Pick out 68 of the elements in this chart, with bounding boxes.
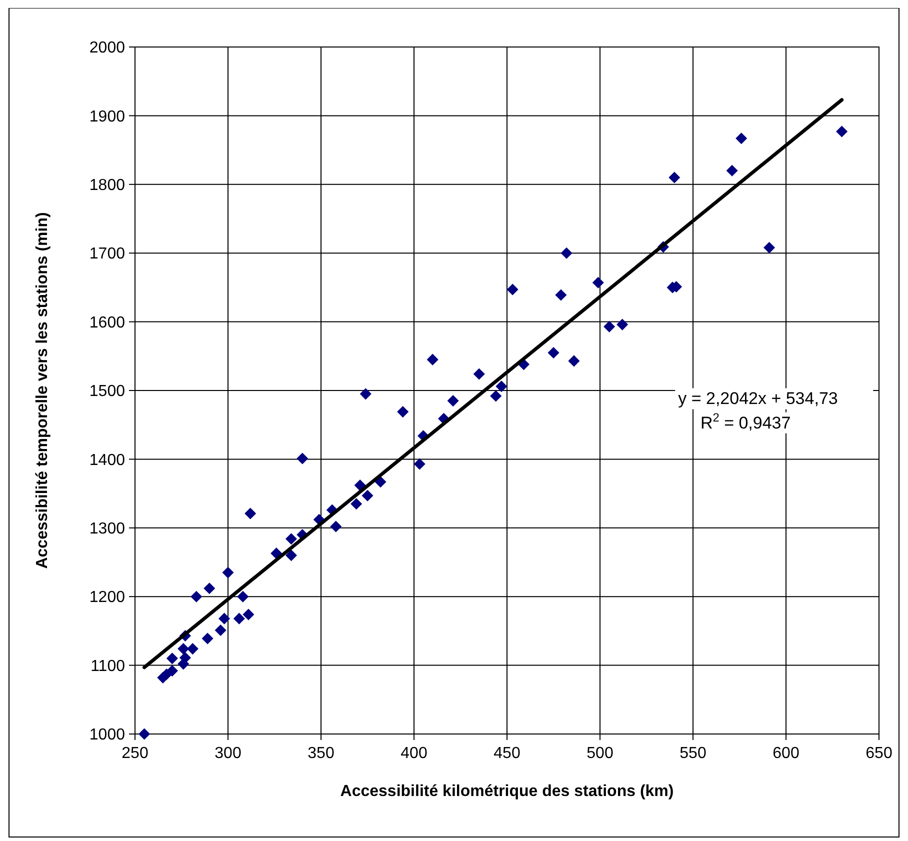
point: [244, 508, 256, 520]
y-tick-label: 1200: [89, 589, 126, 606]
y-tick-label: 1800: [89, 177, 126, 194]
point: [350, 498, 362, 510]
point: [186, 643, 198, 655]
point: [166, 665, 178, 677]
y-tick-label: 1700: [89, 246, 126, 263]
x-tick-label: 600: [772, 745, 800, 762]
y-tick-label: 1100: [90, 658, 126, 675]
y-tick-label: 1900: [89, 108, 126, 126]
point: [296, 452, 308, 464]
x-tick-label: 550: [680, 745, 706, 762]
point: [490, 390, 502, 402]
point: [496, 380, 508, 392]
point: [616, 318, 628, 330]
x-tick-label: 250: [122, 745, 148, 762]
y-tick-label: 1400: [89, 452, 126, 469]
point: [354, 480, 366, 492]
x-tick-label: 350: [308, 745, 334, 762]
y-tick-label: 1000: [89, 726, 126, 744]
point: [204, 582, 216, 594]
point: [726, 164, 738, 176]
point: [285, 533, 298, 545]
point: [214, 624, 226, 636]
y-axis-title: Accessibilité temporelle vers les stations (min): [34, 212, 51, 569]
y-tick-label: 1300: [89, 520, 126, 538]
point: [473, 368, 485, 380]
x-tick-label: 300: [214, 745, 242, 762]
point: [560, 247, 572, 259]
point: [138, 728, 150, 740]
point: [555, 289, 567, 301]
point: [190, 590, 202, 602]
point: [374, 476, 386, 488]
point: [397, 406, 409, 418]
point: [568, 355, 580, 367]
point: [592, 276, 604, 288]
point: [836, 126, 848, 138]
x-tick-label: 400: [400, 745, 428, 762]
point: [736, 132, 748, 144]
point: [166, 652, 178, 664]
point: [178, 643, 190, 655]
point: [360, 388, 372, 400]
point: [426, 354, 438, 366]
point: [237, 590, 249, 602]
point: [202, 632, 214, 644]
point: [242, 608, 254, 620]
point: [285, 550, 298, 562]
x-tick-label: 650: [866, 745, 892, 762]
point: [222, 566, 234, 578]
point: [604, 320, 616, 332]
annotation: y = 2,2042x + 534,73: [678, 389, 838, 408]
point: [330, 520, 342, 532]
point: [362, 490, 374, 502]
x-tick-label: 450: [494, 745, 520, 762]
point: [218, 612, 230, 624]
point: [233, 612, 245, 624]
y-tick-label: 1500: [89, 383, 126, 400]
y-tick-label: 2000: [89, 40, 126, 57]
point: [506, 284, 518, 296]
point: [548, 346, 560, 358]
point: [447, 395, 459, 407]
point: [414, 458, 426, 470]
point: [668, 172, 680, 184]
x-axis-title: Accessibilité kilométrique des stations (km): [340, 783, 674, 800]
point: [763, 242, 776, 254]
x-tick-label: 500: [586, 745, 614, 762]
y-tick-label: 1600: [89, 314, 126, 332]
annotation: R$^{2}$ = 0,9437: [700, 410, 791, 432]
